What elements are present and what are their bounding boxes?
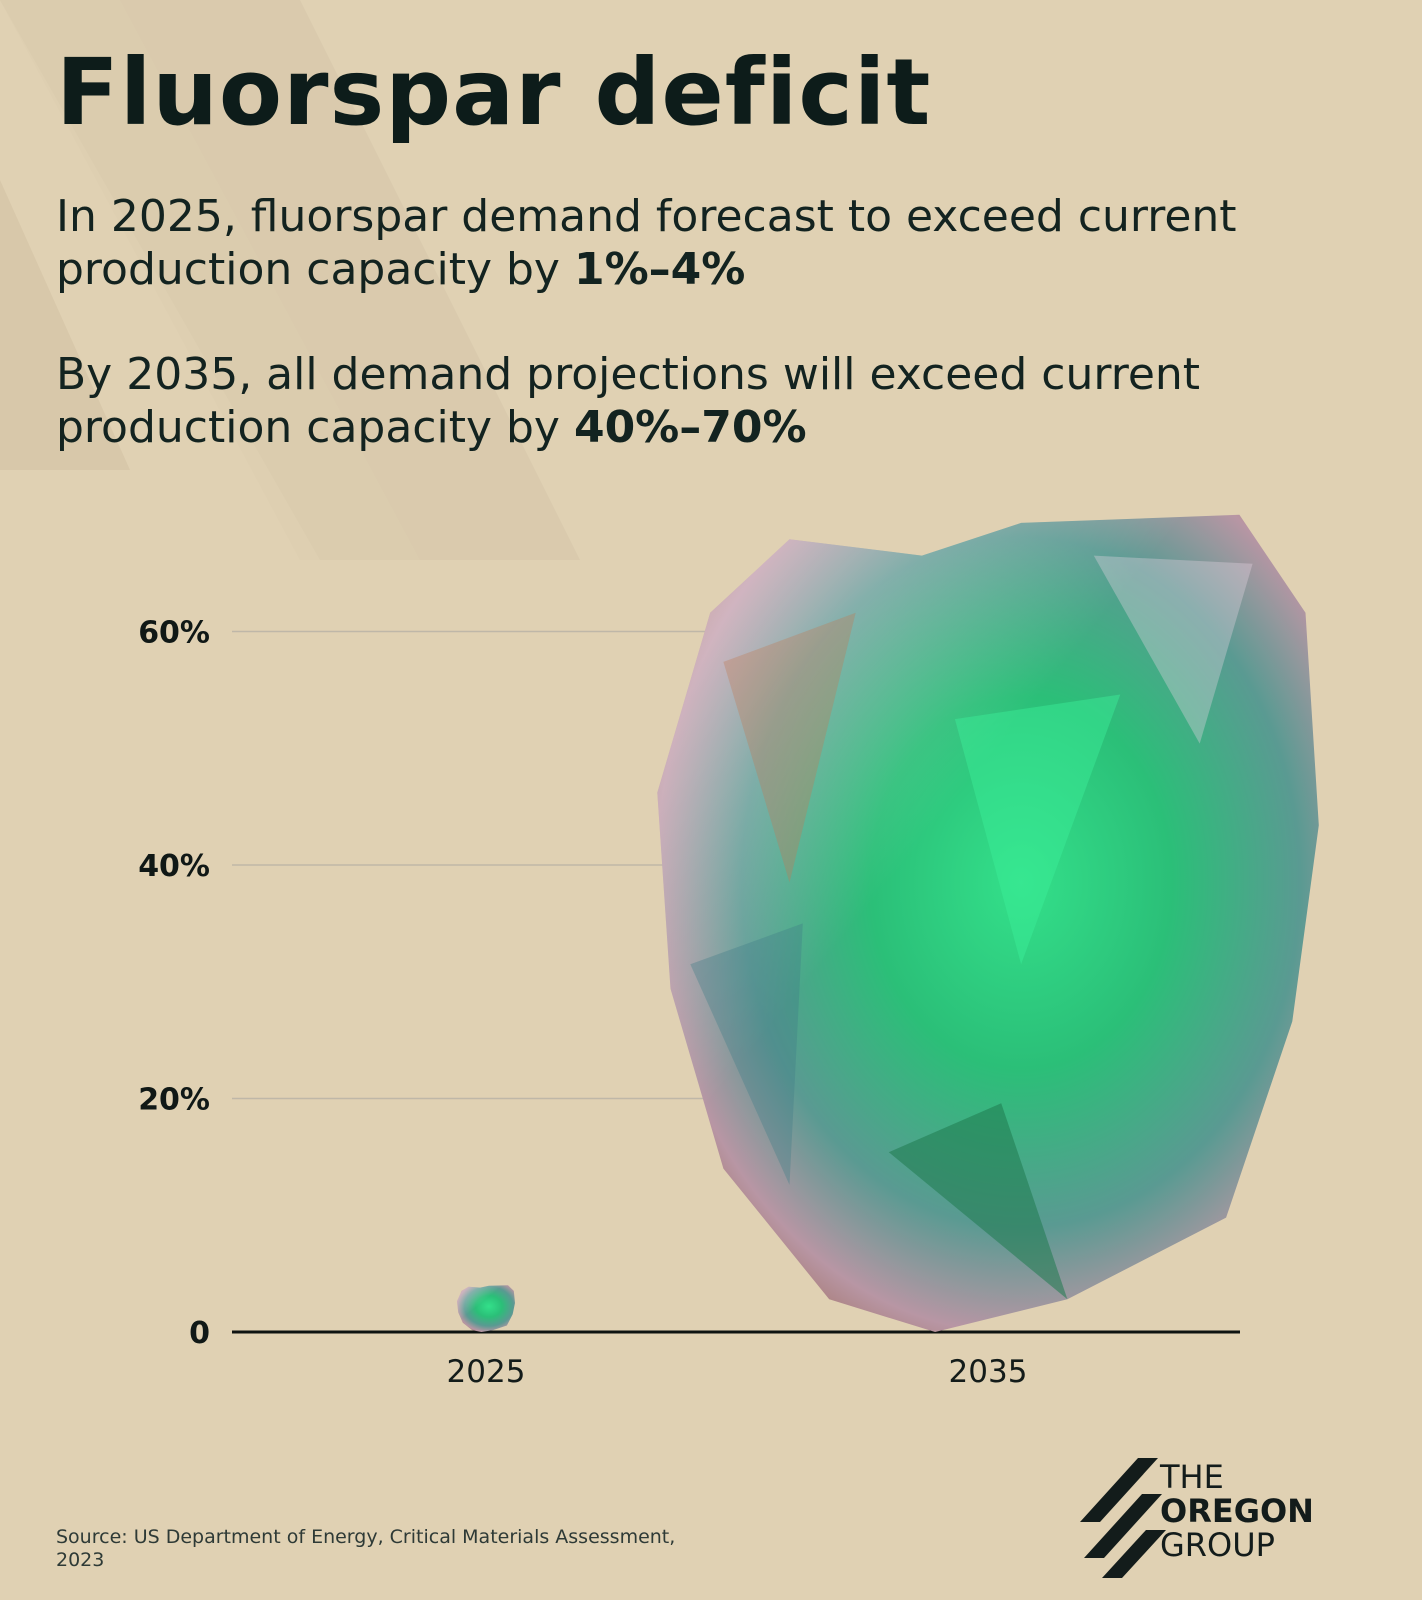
bar-2035	[657, 514, 1319, 1332]
subtitle-2035: By 2035, all demand projections will exc…	[56, 348, 1356, 454]
rock-facet	[954, 694, 1121, 965]
y-tick-label: 40%	[138, 849, 210, 884]
y-tick-label: 0	[189, 1316, 210, 1351]
rock-sheen	[457, 1285, 515, 1332]
rock-facet	[1093, 555, 1253, 744]
source-note: Source: US Department of Energy, Critica…	[56, 1526, 676, 1571]
logo-word-group: GROUP	[1160, 1526, 1275, 1564]
logo-word-the: THE	[1160, 1458, 1224, 1496]
rock-facet	[888, 1103, 1068, 1300]
subtitle-2025-range: 1%–4%	[573, 244, 746, 295]
rock-sheen	[657, 514, 1319, 1332]
subtitle-2025-text: In 2025, fluorspar demand forecast to ex…	[56, 191, 1237, 295]
logo-mark-icon	[1080, 1458, 1166, 1578]
rock-facet	[690, 923, 803, 1185]
y-tick-label: 60%	[138, 616, 210, 651]
x-tick-label: 2035	[949, 1354, 1028, 1390]
subtitle-2035-text: By 2035, all demand projections will exc…	[56, 349, 1201, 453]
y-tick-label: 20%	[138, 1083, 210, 1118]
subtitle-2025: In 2025, fluorspar demand forecast to ex…	[56, 190, 1356, 296]
bar-2025	[457, 1285, 515, 1332]
oregon-group-logo: THE OREGON GROUP	[1080, 1458, 1350, 1578]
logo-word-oregon: OREGON	[1160, 1492, 1314, 1530]
rock-facet	[723, 612, 856, 883]
page-title: Fluorspar deficit	[56, 39, 932, 146]
x-tick-label: 2025	[447, 1354, 526, 1390]
subtitle-2035-range: 40%–70%	[573, 402, 807, 453]
